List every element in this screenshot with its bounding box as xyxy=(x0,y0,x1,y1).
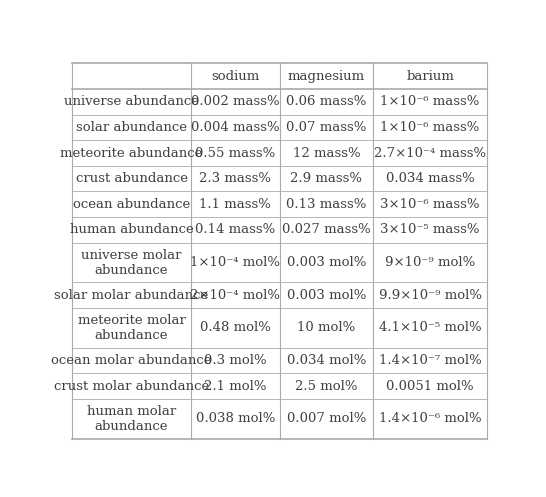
Text: 0.003 mol%: 0.003 mol% xyxy=(287,256,366,269)
Text: 9×10⁻⁹ mol%: 9×10⁻⁹ mol% xyxy=(385,256,475,269)
Text: 0.003 mol%: 0.003 mol% xyxy=(287,289,366,302)
Text: universe molar
abundance: universe molar abundance xyxy=(81,248,182,276)
Text: ocean abundance: ocean abundance xyxy=(73,198,190,211)
Text: human molar
abundance: human molar abundance xyxy=(87,405,176,433)
Text: 1×10⁻⁶ mass%: 1×10⁻⁶ mass% xyxy=(381,121,480,134)
Text: 4.1×10⁻⁵ mol%: 4.1×10⁻⁵ mol% xyxy=(379,321,482,334)
Text: 2.5 mol%: 2.5 mol% xyxy=(295,380,358,393)
Text: 0.06 mass%: 0.06 mass% xyxy=(286,95,367,108)
Text: 0.13 mass%: 0.13 mass% xyxy=(286,198,367,211)
Text: 0.027 mass%: 0.027 mass% xyxy=(282,223,371,237)
Text: 2.1 mol%: 2.1 mol% xyxy=(204,380,266,393)
Text: 0.034 mass%: 0.034 mass% xyxy=(386,172,474,185)
Text: 1.4×10⁻⁶ mol%: 1.4×10⁻⁶ mol% xyxy=(379,412,482,425)
Text: 0.55 mass%: 0.55 mass% xyxy=(195,147,275,160)
Text: magnesium: magnesium xyxy=(288,70,365,83)
Text: crust molar abundance: crust molar abundance xyxy=(54,380,209,393)
Text: meteorite abundance: meteorite abundance xyxy=(61,147,203,160)
Text: 2×10⁻⁴ mol%: 2×10⁻⁴ mol% xyxy=(190,289,280,302)
Text: 0.0051 mol%: 0.0051 mol% xyxy=(387,380,474,393)
Text: 1×10⁻⁴ mol%: 1×10⁻⁴ mol% xyxy=(190,256,280,269)
Text: 0.07 mass%: 0.07 mass% xyxy=(286,121,367,134)
Text: 0.004 mass%: 0.004 mass% xyxy=(191,121,280,134)
Text: solar molar abundance: solar molar abundance xyxy=(55,289,209,302)
Text: barium: barium xyxy=(406,70,454,83)
Text: 2.7×10⁻⁴ mass%: 2.7×10⁻⁴ mass% xyxy=(374,147,486,160)
Text: solar abundance: solar abundance xyxy=(76,121,187,134)
Text: 2.9 mass%: 2.9 mass% xyxy=(290,172,363,185)
Text: 0.007 mol%: 0.007 mol% xyxy=(287,412,366,425)
Text: 3×10⁻⁵ mass%: 3×10⁻⁵ mass% xyxy=(381,223,480,237)
Text: 0.034 mol%: 0.034 mol% xyxy=(287,354,366,367)
Text: meteorite molar
abundance: meteorite molar abundance xyxy=(78,314,186,342)
Text: 0.48 mol%: 0.48 mol% xyxy=(200,321,271,334)
Text: human abundance: human abundance xyxy=(70,223,193,237)
Text: 1.4×10⁻⁷ mol%: 1.4×10⁻⁷ mol% xyxy=(379,354,482,367)
Text: 0.038 mol%: 0.038 mol% xyxy=(195,412,275,425)
Text: 1×10⁻⁶ mass%: 1×10⁻⁶ mass% xyxy=(381,95,480,108)
Text: 3×10⁻⁶ mass%: 3×10⁻⁶ mass% xyxy=(381,198,480,211)
Text: 1.1 mass%: 1.1 mass% xyxy=(199,198,271,211)
Text: universe abundance: universe abundance xyxy=(64,95,199,108)
Text: 12 mass%: 12 mass% xyxy=(293,147,360,160)
Text: 0.002 mass%: 0.002 mass% xyxy=(191,95,280,108)
Text: crust abundance: crust abundance xyxy=(75,172,188,185)
Text: 0.14 mass%: 0.14 mass% xyxy=(195,223,275,237)
Text: 0.3 mol%: 0.3 mol% xyxy=(204,354,266,367)
Text: 2.3 mass%: 2.3 mass% xyxy=(199,172,271,185)
Text: 10 mol%: 10 mol% xyxy=(298,321,355,334)
Text: sodium: sodium xyxy=(211,70,259,83)
Text: ocean molar abundance: ocean molar abundance xyxy=(51,354,212,367)
Text: 9.9×10⁻⁹ mol%: 9.9×10⁻⁹ mol% xyxy=(378,289,482,302)
